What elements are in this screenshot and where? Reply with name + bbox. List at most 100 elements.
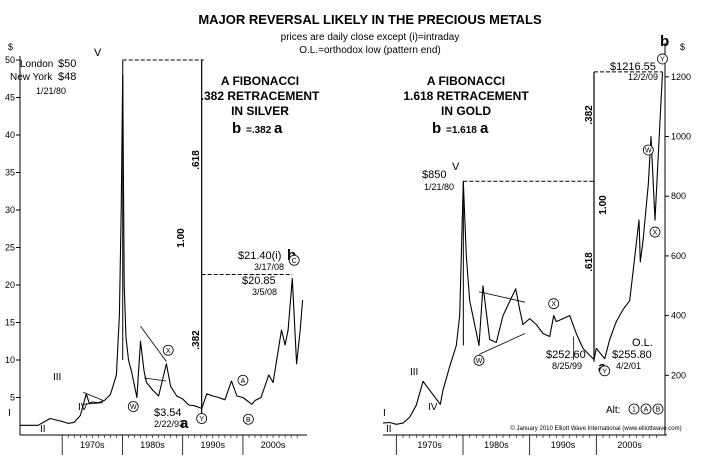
silver-y-tick-label: 10	[5, 355, 15, 365]
silver-label-low-date: 2/22/93	[154, 419, 184, 429]
silver-ratio-lower: .382	[191, 330, 202, 350]
silver-triangle-upper	[140, 326, 167, 362]
silver-formula-eq: =.382	[246, 125, 272, 136]
alt-mark-2: A	[644, 407, 649, 414]
silver-heading-3: IN SILVER	[231, 104, 289, 118]
silver-y-tick-label: 20	[5, 280, 15, 290]
silver-triangle-lower	[144, 377, 167, 382]
silver-circled-mark	[237, 374, 249, 386]
gold-circled-label: Y	[602, 368, 607, 375]
gold-circled-label: X	[551, 301, 556, 308]
gold-wave-2: II	[386, 424, 392, 435]
gold-y-tick-label: 200	[671, 370, 686, 380]
gold-price-line	[382, 71, 664, 425]
silver-label-b-date: 3/17/08	[254, 262, 284, 272]
gold-label-b: b	[660, 33, 669, 50]
silver-circled-label: W	[130, 404, 137, 411]
alt-mark-1: 1	[632, 407, 636, 414]
gold-label-b-date: 12/2/09	[628, 72, 658, 82]
silver-x-tick-label: 1980s	[140, 440, 165, 450]
gold-y-tick-label: 1000	[671, 132, 691, 142]
silver-circled-mark	[288, 254, 300, 266]
silver-label-b-price: $21.40(i)	[238, 250, 281, 262]
gold-formula-eq: =1.618	[446, 125, 477, 136]
silver-circled-label: C	[292, 258, 297, 265]
gold-circled-mark	[657, 53, 668, 65]
gold-y-tick-label: 800	[671, 191, 686, 201]
silver-wave-2: II	[40, 424, 46, 435]
alt-mark-circle-2	[640, 403, 652, 415]
gold-y-tick-label: 1200	[671, 72, 691, 82]
silver-ratio-upper: .618	[191, 150, 202, 170]
gold-x-tick-label: 1990s	[551, 440, 576, 450]
alt-marks: 1 A B	[628, 403, 664, 415]
gold-formula: b =1.618 a	[432, 120, 489, 137]
gold-label-v: V	[452, 161, 460, 173]
gold-triangle-upper	[478, 291, 526, 303]
subtitle-line-1: prices are daily close except (i)=intrad…	[281, 32, 460, 43]
gold-label-low2-price: $255.80	[612, 349, 652, 361]
gold-circled-label: Y	[660, 56, 665, 63]
silver-wave4-upper	[83, 391, 104, 401]
gold-label-peak-date: 1/21/80	[424, 182, 454, 192]
gold-annotations: W X Y X W Y	[462, 53, 668, 377]
gold-label-low1-date: 8/25/99	[552, 361, 582, 371]
silver-formula-b: b	[232, 120, 241, 137]
silver-label-peak-date: 1/21/80	[36, 86, 66, 96]
alt-mark-3: B	[656, 407, 661, 414]
silver-y-tick-label: 15	[5, 318, 15, 328]
gold-circled-label: W	[645, 147, 652, 154]
silver-y-label: $	[8, 42, 13, 52]
alt-mark-circle-3	[652, 403, 664, 415]
gold-circled-mark	[599, 365, 611, 377]
silver-y-tick-label: 50	[5, 55, 15, 65]
gold-circled-mark	[473, 354, 485, 366]
gold-y-label: $	[680, 42, 685, 52]
gold-ratio-lower: .618	[584, 252, 595, 272]
silver-circled-label: Y	[199, 416, 204, 423]
silver-x-tick-label: 2000s	[261, 440, 286, 450]
gold-circled-mark	[548, 298, 560, 310]
silver-y-tick-label: 25	[5, 243, 15, 253]
silver-label-london: London	[20, 59, 53, 70]
gold-wave-3: III	[410, 367, 418, 378]
gold-circled-mark	[649, 226, 661, 238]
silver-label-ny-price: $48	[58, 71, 76, 83]
silver-label-ny: New York	[10, 72, 53, 83]
silver-circled-label: B	[246, 417, 251, 424]
silver-formula: b =.382 a	[232, 120, 283, 137]
gold-triangle-lower	[478, 333, 526, 355]
gold-label-peak-price: $850	[422, 169, 446, 181]
gold-plot: 200 400 600 800 1000 1200 1970s 1980s 1990s 2000s	[382, 43, 691, 455]
silver-wave4-lower	[83, 402, 104, 405]
silver-plot: 5 10 15 20 25 30 35 40 45 50 1970s 1980s 1990s 2000s	[5, 55, 307, 455]
subtitle-line-2: O.L.=orthodox low (pattern end)	[299, 45, 440, 56]
silver-label-b-close-date: 3/5/08	[252, 287, 277, 297]
silver-x-tick-label: 1970s	[80, 440, 105, 450]
silver-y-tick-label: 45	[5, 93, 15, 103]
gold-label-low2-date: 4/2/01	[616, 361, 641, 371]
gold-label-ol: O.L.	[632, 337, 653, 349]
alt-mark-circle-1	[628, 403, 640, 415]
silver-label-v: V	[94, 47, 102, 59]
silver-label-low-price: $3.54	[154, 407, 182, 419]
silver-wave-3: III	[53, 372, 61, 383]
silver-circled-mark	[162, 344, 174, 356]
gold-circled-label: X	[653, 230, 658, 237]
gold-y-tick-label: 600	[671, 251, 686, 261]
silver-wave-1: I	[8, 408, 11, 419]
chart-title: MAJOR REVERSAL LIKELY IN THE PRECIOUS ME…	[198, 12, 542, 27]
silver-annotations: W X Y A B C	[83, 59, 300, 425]
silver-circled-mark	[196, 413, 208, 424]
silver-price-line	[20, 74, 304, 426]
gold-formula-a: a	[480, 120, 489, 137]
gold-heading-3: IN GOLD	[441, 104, 491, 118]
gold-label-b-price: $1216.55	[610, 61, 656, 73]
silver-ratio-mid: 1.00	[176, 228, 187, 248]
silver-formula-a: a	[274, 120, 283, 137]
silver-circled-label: A	[241, 378, 246, 385]
gold-wave-1: I	[383, 408, 386, 419]
silver-circled-mark	[127, 401, 139, 412]
silver-circled-label: X	[166, 348, 171, 355]
